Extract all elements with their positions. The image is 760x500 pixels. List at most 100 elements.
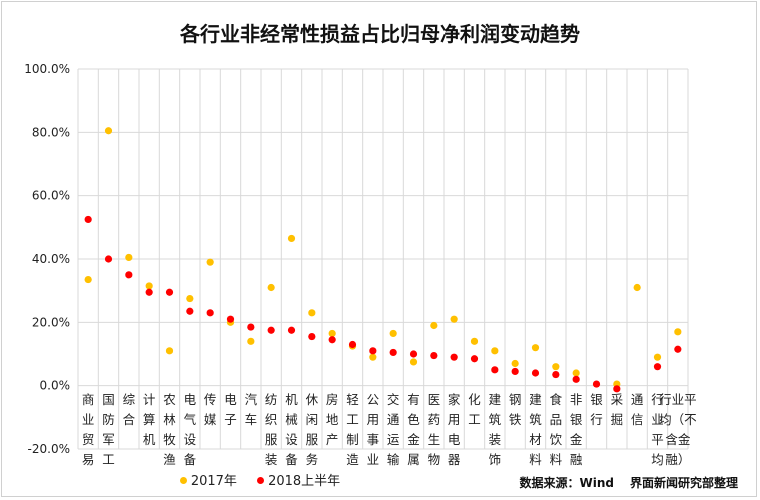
x-tick-label: 械 xyxy=(285,412,298,427)
x-tick-label: 林 xyxy=(163,412,176,427)
x-tick-label: 通 xyxy=(387,412,400,427)
legend-item-2017: 2017年 xyxy=(179,470,237,489)
x-tick-label: 纺 xyxy=(265,392,278,407)
point-2018h1 xyxy=(389,348,397,357)
legend-marker-2017 xyxy=(179,477,187,484)
x-tick-label: 饰 xyxy=(489,452,502,467)
x-tick-label: 闲 xyxy=(306,412,319,427)
x-tick-label: 银 xyxy=(570,412,583,427)
y-tick-label: 20.0% xyxy=(32,315,70,329)
point-2018h1 xyxy=(287,326,296,334)
x-tick-label: 防 xyxy=(102,412,115,427)
x-tick-label: 工 xyxy=(468,412,481,427)
x-tick-label: 易 xyxy=(82,452,95,467)
x-tick-label: 装 xyxy=(265,452,278,467)
x-tick-label: 掘 xyxy=(611,412,624,427)
x-tick-label: 含金 xyxy=(665,432,691,447)
x-tick-label: 业 xyxy=(367,452,380,467)
y-tick-label: 100.0% xyxy=(24,62,70,76)
x-tick-label: 筑 xyxy=(489,412,502,427)
point-2017 xyxy=(511,359,519,368)
point-2018h1 xyxy=(613,385,621,393)
point-2018h1 xyxy=(348,340,357,349)
y-tick-label: 60.0% xyxy=(32,189,70,203)
point-2017 xyxy=(633,283,641,292)
point-2018h1 xyxy=(531,369,540,377)
point-2018h1 xyxy=(125,271,133,279)
x-tick-label: 汽 xyxy=(245,392,258,407)
point-2017 xyxy=(308,309,316,317)
x-tick-label: 钢 xyxy=(509,392,522,407)
x-tick-label: 通 xyxy=(631,392,644,407)
x-tick-label: 算 xyxy=(143,412,156,427)
point-2018h1 xyxy=(145,288,153,296)
point-2018h1 xyxy=(84,215,92,224)
point-2017 xyxy=(531,344,540,352)
point-2017 xyxy=(104,127,113,135)
point-2018h1 xyxy=(308,332,316,341)
point-2018h1 xyxy=(592,380,601,388)
x-tick-label: 工 xyxy=(102,452,115,467)
x-tick-label: 行业平 xyxy=(659,392,697,407)
x-tick-label: 气 xyxy=(184,412,197,427)
x-tick-label: 媒 xyxy=(204,412,217,427)
x-tick-label: 贸 xyxy=(82,432,95,447)
x-tick-label: 铁 xyxy=(509,412,522,427)
x-tick-label: 子 xyxy=(224,412,237,427)
legend-label-2017: 2017年 xyxy=(190,474,237,489)
point-2017 xyxy=(389,329,397,338)
x-tick-label: 运 xyxy=(387,432,400,447)
point-2017 xyxy=(186,294,194,303)
x-tick-label: 均（不 xyxy=(659,412,697,427)
x-tick-label: 生 xyxy=(428,432,441,447)
source-note: 数据来源：Wind 界面新闻研究部整理 xyxy=(504,474,739,491)
point-2018h1 xyxy=(369,347,377,355)
y-tick-label: 0.0% xyxy=(40,379,71,393)
x-tick-label: 工 xyxy=(346,412,359,427)
x-tick-label: 料 xyxy=(529,452,542,467)
point-2018h1 xyxy=(674,345,682,353)
point-2017 xyxy=(572,369,580,377)
x-tick-label: 制 xyxy=(346,432,359,447)
x-tick-label: 输 xyxy=(387,452,400,467)
x-tick-label: 轻 xyxy=(346,392,359,407)
legend-marker-2018h1 xyxy=(257,477,265,484)
x-tick-label: 备 xyxy=(184,452,197,467)
x-tick-label: 用 xyxy=(367,412,380,427)
x-tick-label: 设 xyxy=(184,432,197,447)
x-tick-label: 信 xyxy=(631,412,644,427)
point-2018h1 xyxy=(186,307,194,315)
point-2017 xyxy=(470,337,479,345)
x-tick-label: 机 xyxy=(285,392,298,407)
x-tick-label: 国 xyxy=(102,392,115,407)
x-tick-label: 家 xyxy=(448,392,461,407)
x-tick-label: 行 xyxy=(590,412,603,427)
x-tick-label: 品 xyxy=(550,412,563,427)
point-2018h1 xyxy=(511,367,519,376)
point-2017 xyxy=(287,234,296,243)
x-tick-label: 属 xyxy=(407,452,420,467)
point-2018h1 xyxy=(226,315,235,323)
x-tick-label: 备 xyxy=(285,452,298,467)
x-tick-label: 融） xyxy=(665,452,690,467)
x-tick-label: 有 xyxy=(407,392,420,407)
legend: 2017年 2018上半年 xyxy=(0,470,520,489)
point-2018h1 xyxy=(470,355,479,363)
x-tick-label: 金 xyxy=(407,432,420,447)
chart-title: 各行业非经常性损益占比归母净利润变动趋势 xyxy=(180,22,580,46)
point-2017 xyxy=(206,258,214,266)
x-tick-label: 服 xyxy=(265,432,278,447)
point-2017 xyxy=(247,337,255,345)
x-tick-label: 房 xyxy=(326,392,339,407)
x-tick-label: 金 xyxy=(570,432,583,447)
point-2018h1 xyxy=(653,363,662,371)
point-2018h1 xyxy=(104,255,113,263)
x-tick-label: 机 xyxy=(143,432,156,447)
point-2017 xyxy=(145,282,153,290)
point-2018h1 xyxy=(328,336,336,344)
x-tick-label: 设 xyxy=(285,432,298,447)
point-2017 xyxy=(165,347,174,355)
point-2018h1 xyxy=(247,323,255,331)
